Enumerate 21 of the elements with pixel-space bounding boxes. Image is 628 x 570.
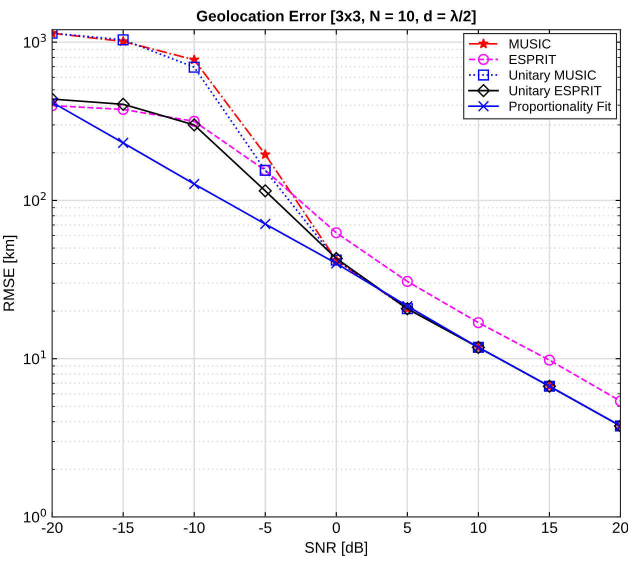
y-tick-label: 10$^{2}$ (24, 192, 46, 206)
legend-label: MUSIC (510, 39, 551, 49)
y-axis-title: RMSE [km] (3, 236, 18, 311)
x-tick-label: -15 (112, 522, 134, 534)
legend-label: Unitary MUSIC (510, 70, 596, 82)
legend-label: Proportionality Fit (510, 101, 612, 114)
x-axis-title: SNR [dB] (305, 542, 368, 556)
legend-label: ESPRIT (510, 54, 556, 64)
chart-title: Geolocation Error [3x3, N = 10, d = λ/2] (196, 10, 476, 24)
x-tick-label: 0 (332, 522, 340, 534)
y-tick-label: 10$^{0}$ (24, 508, 46, 523)
legend-label: Unitary ESPRIT (510, 86, 602, 98)
x-tick-label: 15 (542, 522, 558, 534)
x-tick-label: 5 (404, 522, 411, 534)
x-tick-label: -5 (259, 522, 272, 534)
y-tick-label: 10$^{3}$ (24, 34, 46, 48)
x-tick-label: 20 (612, 522, 628, 534)
x-tick-label: -20 (42, 522, 63, 534)
x-tick-label: -10 (184, 522, 205, 534)
y-tick-label: 10$^{1}$ (24, 350, 46, 364)
x-tick-label: 10 (471, 522, 486, 534)
